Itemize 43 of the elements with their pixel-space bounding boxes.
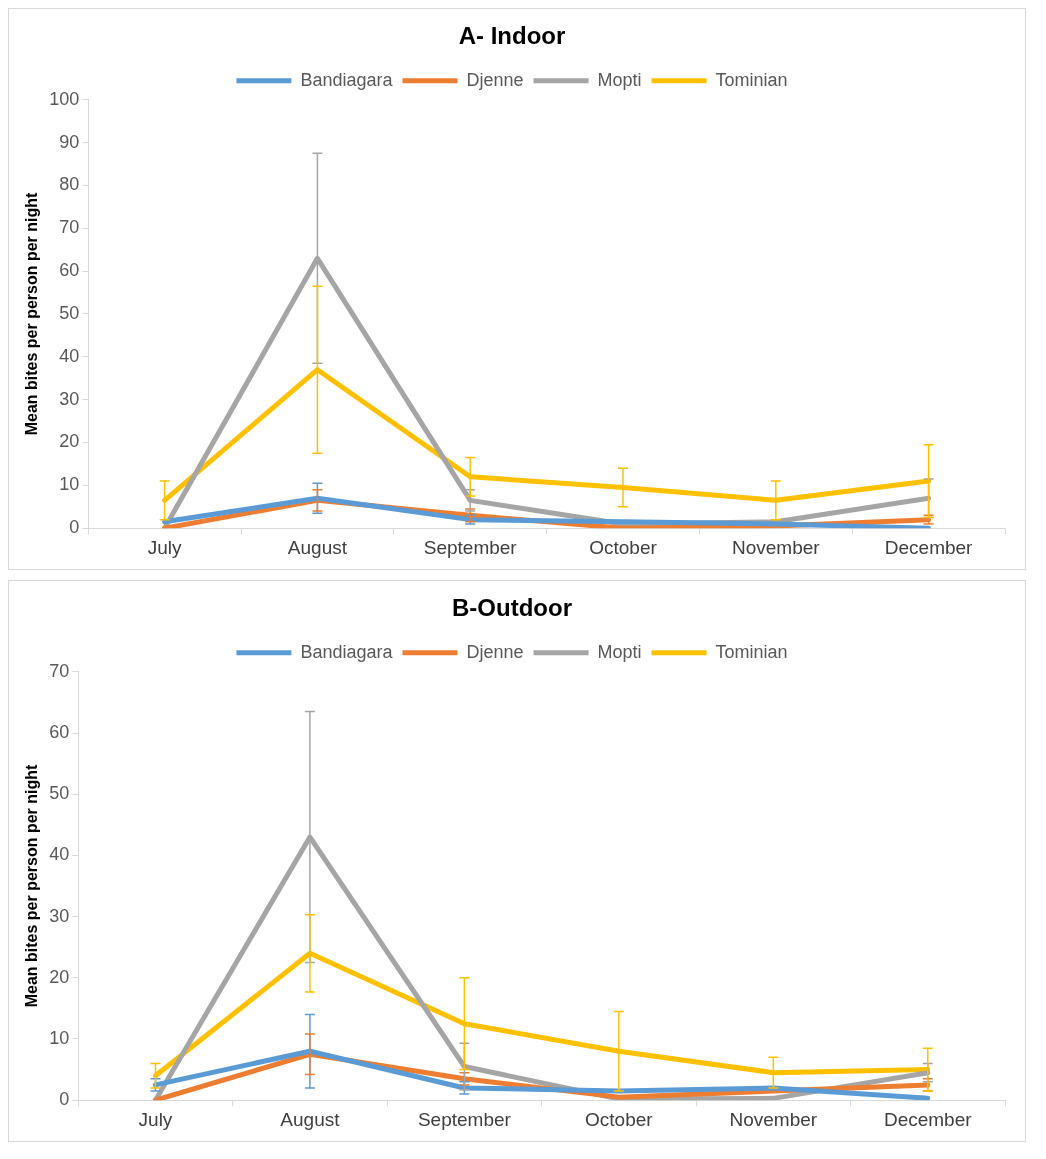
x-tick-label: December (883, 1108, 973, 1130)
x-tick-label: July (138, 1108, 173, 1130)
x-tick-label: November (731, 536, 821, 558)
y-tick-label: 90 (59, 131, 80, 152)
y-tick-label: 40 (49, 844, 70, 865)
y-tick-label: 30 (49, 905, 70, 926)
chart-title: B-Outdoor (452, 594, 572, 622)
legend-label: Djenne (466, 69, 524, 90)
y-tick-label: 10 (59, 474, 80, 495)
legend-label: Tominian (715, 641, 788, 662)
y-tick-label: 60 (59, 260, 80, 281)
y-tick-label: 10 (49, 1027, 70, 1048)
y-tick-label: 0 (69, 517, 80, 538)
y-tick-label: 0 (59, 1089, 70, 1110)
y-tick-label: 60 (49, 721, 70, 742)
y-tick-label: 30 (59, 388, 80, 409)
chart-title: A- Indoor (458, 22, 566, 50)
x-tick-label: August (280, 1108, 341, 1130)
y-axis-title: Mean bites per person per night (23, 191, 41, 436)
x-tick-label: July (147, 536, 183, 558)
legend-label: Mopti (597, 641, 642, 662)
legend-label: Mopti (597, 69, 642, 90)
y-tick-label: 80 (59, 174, 80, 195)
y-tick-label: 100 (49, 88, 80, 109)
x-tick-label: December (884, 536, 974, 558)
y-tick-label: 70 (49, 660, 70, 681)
x-tick-label: August (287, 536, 348, 558)
legend-label: Tominian (715, 69, 788, 90)
x-tick-label: September (417, 1108, 512, 1130)
y-tick-label: 70 (59, 217, 80, 238)
x-tick-label: September (423, 536, 518, 558)
y-tick-label: 20 (49, 966, 70, 987)
y-tick-label: 50 (59, 302, 80, 323)
y-tick-label: 50 (49, 783, 70, 804)
legend-label: Djenne (466, 641, 524, 662)
x-tick-label: November (729, 1108, 818, 1130)
x-tick-label: October (585, 1108, 654, 1130)
y-tick-label: 40 (59, 345, 80, 366)
legend-label: Bandiagara (300, 69, 394, 90)
x-tick-label: October (589, 536, 658, 558)
y-tick-label: 20 (59, 431, 80, 452)
legend-label: Bandiagara (300, 641, 394, 662)
y-axis-title: Mean bites per person per night (23, 763, 41, 1008)
